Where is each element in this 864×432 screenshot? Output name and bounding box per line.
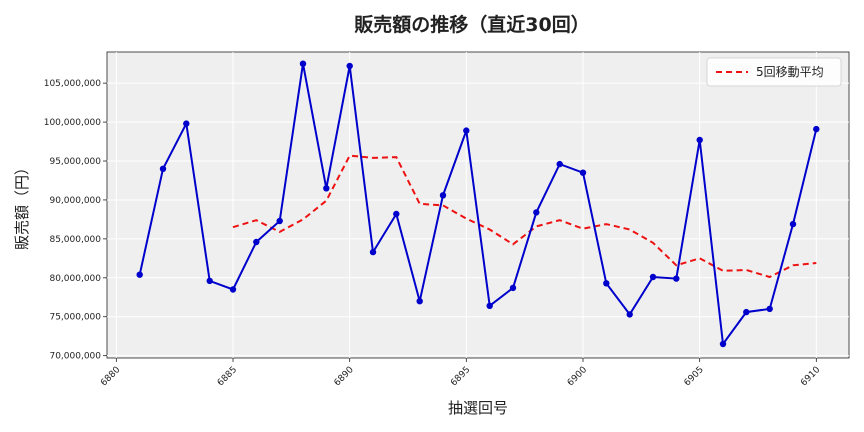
data-point-sales [743, 308, 750, 316]
data-point-sales [603, 280, 610, 287]
data-point-sales [393, 210, 400, 218]
x-axis-label: 抽選回号 [448, 399, 508, 417]
y-tick-label: 70,000,000 [49, 352, 101, 362]
data-point-sales [813, 125, 820, 133]
x-tick-label: 6880 [99, 365, 122, 388]
data-point-sales [253, 238, 260, 246]
y-tick-label: 95,000,000 [49, 157, 101, 167]
y-axis-ticks: 70,000,000 75,000,000 80,000,000 85,000,000… [44, 79, 107, 362]
data-point-sales [346, 62, 353, 70]
data-point-sales [276, 217, 283, 225]
data-point-sales [229, 286, 237, 293]
data-point-sales [556, 160, 563, 168]
y-tick-label: 100,000,000 [44, 118, 102, 128]
data-point-sales [486, 302, 493, 309]
y-tick-label: 105,000,000 [44, 79, 102, 89]
x-tick-label: 6885 [216, 365, 239, 388]
data-point-sales [416, 298, 423, 305]
x-tick-label: 6890 [333, 365, 356, 388]
data-point-sales [369, 248, 377, 256]
y-axis-label: 販売額（円） [13, 160, 31, 250]
x-tick-label: 6895 [449, 365, 472, 388]
data-point-sales [696, 136, 703, 144]
data-point-sales [533, 209, 540, 216]
data-point-sales [626, 311, 633, 318]
grid-lines [107, 52, 849, 358]
data-point-sales [509, 284, 517, 292]
series-layer [136, 60, 820, 348]
x-tick-label: 6905 [683, 365, 706, 388]
legend-box [706, 57, 842, 87]
data-point-sales [299, 60, 307, 67]
data-point-sales [136, 271, 143, 278]
data-point-sales [579, 169, 587, 176]
data-point-sales [789, 220, 797, 228]
x-tick-label: 6900 [566, 365, 589, 388]
legend-label-ma: 5回移動平均 [756, 65, 824, 79]
data-point-sales [673, 275, 680, 282]
data-point-sales [649, 273, 657, 281]
data-point-sales [463, 127, 470, 134]
x-tick-label: 6910 [799, 365, 822, 388]
data-point-sales [206, 277, 213, 285]
y-tick-label: 80,000,000 [49, 274, 101, 284]
plot-area [106, 51, 850, 359]
x-axis-ticks: 6880 6885 6890 6895 6900 6905 6910 [99, 358, 823, 388]
data-point-sales [719, 340, 727, 348]
y-tick-label: 75,000,000 [49, 313, 101, 323]
data-point-sales [159, 165, 167, 172]
series-line-ma [232, 154, 817, 279]
legend: 5回移動平均 [706, 57, 842, 87]
chart-title: 販売額の推移（直近30回） [354, 13, 589, 36]
y-tick-label: 85,000,000 [49, 235, 101, 245]
data-point-sales [439, 192, 447, 199]
y-tick-label: 90,000,000 [49, 196, 101, 206]
data-point-sales [323, 185, 330, 192]
data-point-sales [766, 305, 773, 313]
series-line-sales [138, 63, 818, 347]
data-point-sales [183, 120, 190, 127]
